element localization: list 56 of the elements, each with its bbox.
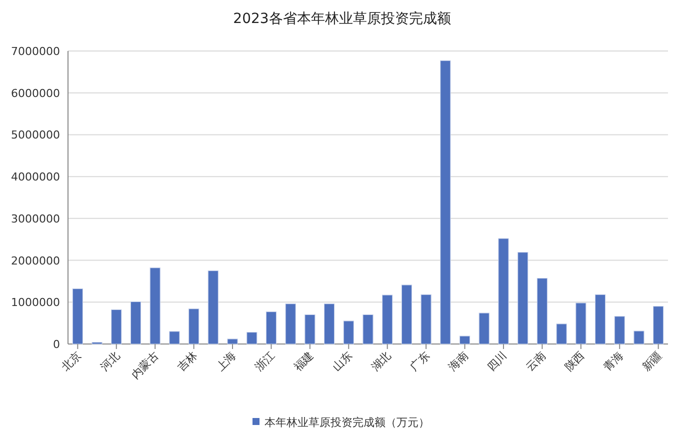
bar: [208, 270, 218, 344]
bar: [498, 238, 509, 344]
x-tick-label: 福建: [291, 348, 316, 374]
bar: [324, 304, 335, 344]
bar: [634, 330, 644, 344]
bar: [440, 60, 451, 344]
bar: [556, 324, 567, 344]
x-tick-label: 山东: [330, 348, 355, 374]
x-tick-label: 云南: [524, 348, 548, 374]
x-tick-label: 北京: [59, 348, 84, 374]
bar: [343, 320, 354, 344]
y-tick-label: 3000000: [11, 212, 60, 226]
x-tick-label: 青海: [600, 348, 626, 374]
bar: [285, 304, 296, 344]
bar: [420, 294, 432, 344]
bar: [362, 314, 374, 344]
x-tick-label: 湖北: [368, 348, 394, 374]
bar: [401, 284, 412, 344]
bar: [459, 336, 470, 344]
x-tick-label: 河北: [98, 348, 123, 374]
legend: 本年林业草原投资完成额（万元）: [252, 416, 430, 429]
x-tick-label: 内蒙古: [128, 348, 162, 382]
bar: [266, 311, 277, 344]
y-tick-label: 4000000: [11, 170, 60, 184]
bar: [576, 302, 586, 344]
y-tick-label: 7000000: [11, 45, 60, 58]
bar: [518, 252, 528, 344]
bar: [227, 338, 238, 344]
bar: [130, 301, 142, 344]
bar: [536, 278, 548, 344]
bar: [111, 309, 122, 344]
bar: [304, 314, 316, 344]
bar: [246, 332, 258, 344]
bar: [150, 268, 160, 344]
y-tick-label: 1000000: [11, 296, 60, 310]
x-tick-label: 陕西: [562, 348, 588, 374]
x-tick-label: 吉林: [175, 348, 200, 374]
bar: [169, 331, 180, 344]
x-tick-label: 广东: [407, 348, 432, 374]
x-tick-label: 四川: [484, 348, 510, 374]
bar: [72, 288, 84, 344]
bar: [652, 306, 664, 344]
x-tick-label: 上海: [214, 348, 239, 374]
y-tick-label: 0: [53, 338, 60, 351]
y-tick-label: 5000000: [11, 128, 60, 142]
chart-title: 2023各省本年林业草原投资完成额: [233, 11, 451, 27]
bar: [382, 294, 393, 344]
y-tick-label: 2000000: [11, 254, 60, 268]
y-tick-label: 6000000: [11, 86, 60, 100]
bar: [594, 294, 606, 344]
x-tick-label: 新疆: [640, 348, 664, 374]
x-tick-label: 浙江: [252, 348, 278, 374]
x-tick-label: 海南: [446, 348, 471, 374]
bar: [614, 316, 625, 344]
bar: [188, 308, 200, 344]
bar: [478, 312, 490, 344]
